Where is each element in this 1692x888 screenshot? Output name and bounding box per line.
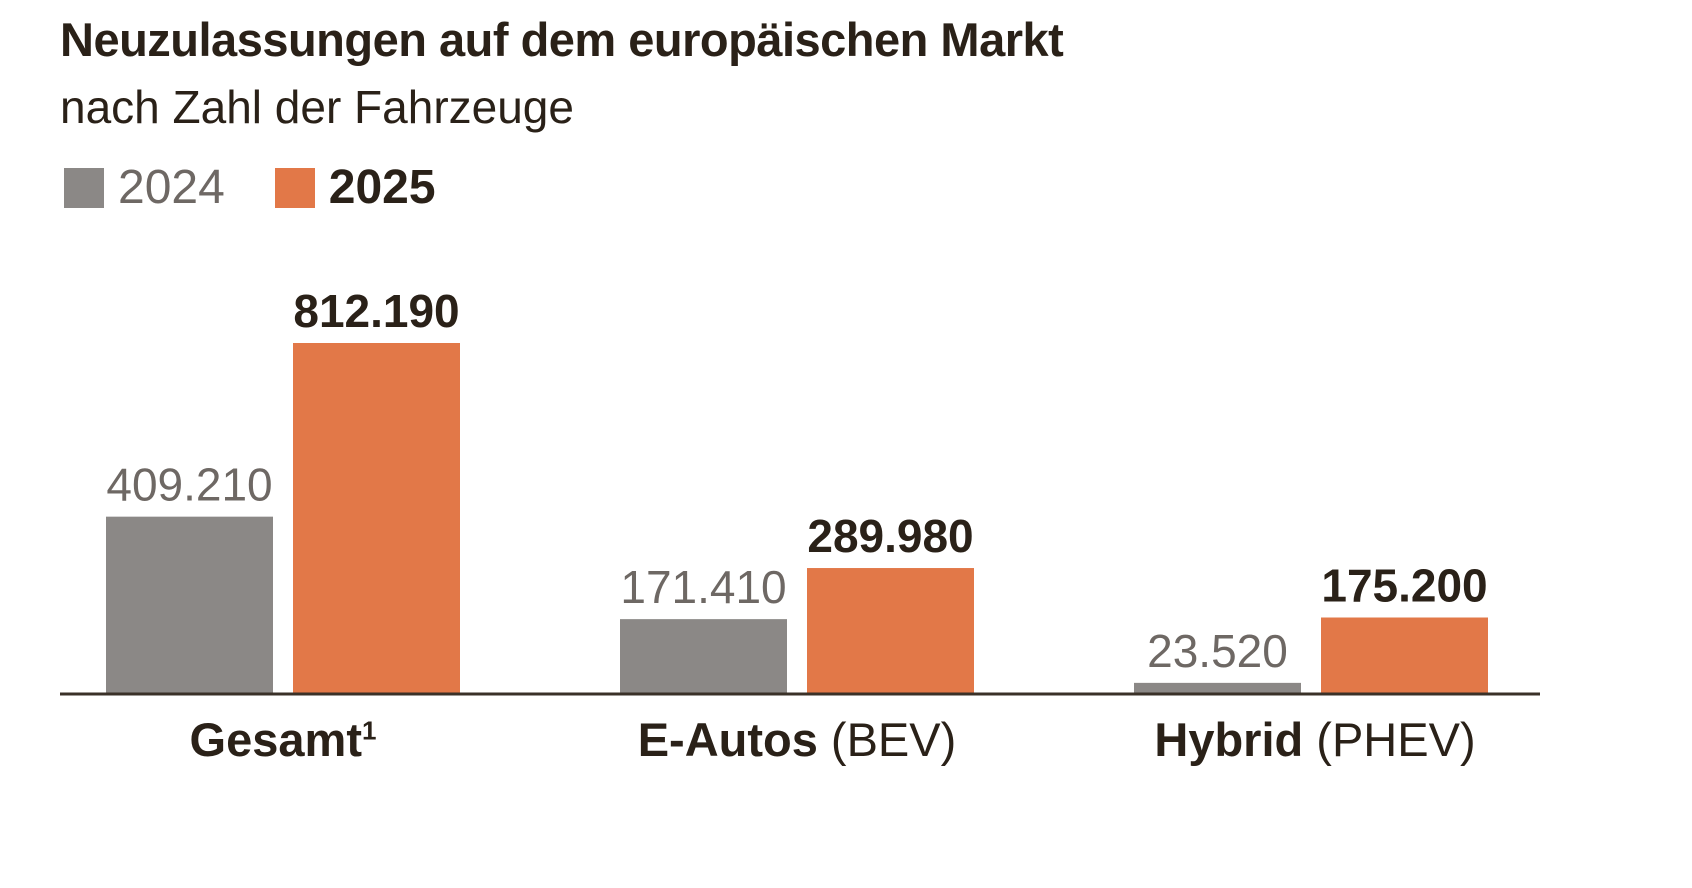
value-label-gesamt-2024: 409.210	[106, 459, 272, 511]
bar-hybrid-2025	[1321, 617, 1488, 693]
legend-item-2024: 2024	[64, 160, 225, 215]
category-label-hybrid: Hybrid (PHEV)	[1154, 712, 1475, 767]
bar-gesamt-2025	[293, 343, 460, 693]
legend-swatch-2025	[274, 167, 315, 208]
bar-gesamt-2024	[106, 516, 273, 693]
legend: 2024 2025	[64, 160, 486, 215]
footnote-marker: 1	[361, 715, 377, 746]
legend-item-2025: 2025	[274, 160, 436, 215]
value-label-e-autos-2025: 289.980	[807, 510, 973, 562]
category-suffix: (BEV)	[817, 713, 957, 766]
category-main: Hybrid	[1154, 713, 1304, 766]
bar-e-autos-2025	[807, 568, 974, 693]
category-main: Gesamt	[189, 713, 362, 766]
bar-hybrid-2024	[1134, 682, 1301, 693]
chart-subtitle: nach Zahl der Fahrzeuge	[60, 81, 574, 133]
bar-e-autos-2024	[620, 619, 787, 693]
legend-label-2024: 2024	[118, 161, 225, 214]
category-main: E-Autos	[637, 713, 818, 766]
category-suffix: (PHEV)	[1303, 713, 1476, 766]
legend-label-2025: 2025	[328, 161, 436, 214]
category-label-gesamt: Gesamt1	[190, 712, 377, 767]
category-label-e-autos: E-Autos (BEV)	[638, 712, 957, 767]
chart-title: Neuzulassungen auf dem europäischen Mark…	[60, 13, 1064, 66]
value-label-hybrid-2025: 175.200	[1321, 560, 1487, 612]
legend-swatch-2024	[64, 167, 104, 208]
value-label-e-autos-2024: 171.410	[620, 561, 786, 613]
value-label-gesamt-2025: 812.190	[293, 285, 459, 337]
value-label-hybrid-2024: 23.520	[1147, 625, 1288, 677]
